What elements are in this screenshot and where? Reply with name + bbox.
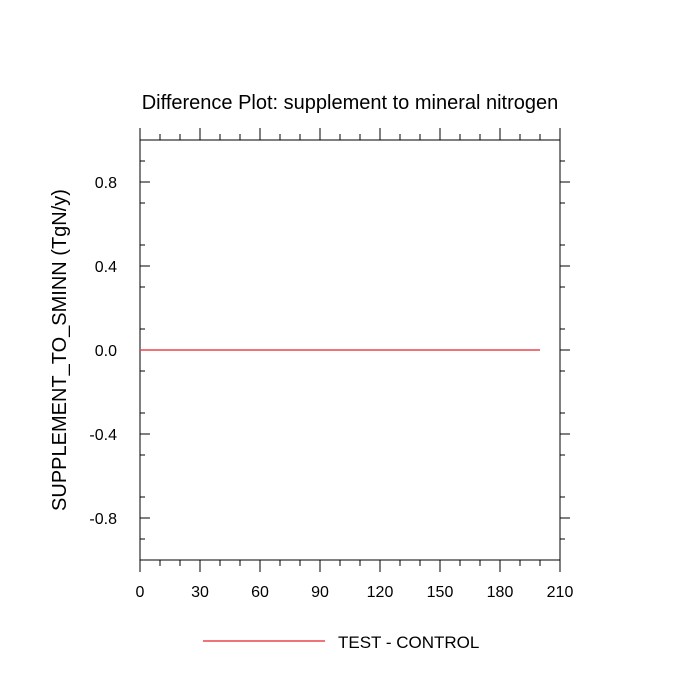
y-tick-label: 0.4 (95, 259, 117, 276)
legend-label-test-control: TEST - CONTROL (338, 633, 479, 652)
y-axis-label: SUPPLEMENT_TO_SMINN (TgN/y) (49, 189, 71, 511)
x-tick-label: 30 (191, 584, 209, 601)
tick-labels: 0 30 60 90 120 150 180 210 0.8 0.4 0.0 -0.4 -0.8 (89, 175, 573, 601)
x-tick-label: 60 (251, 584, 269, 601)
legend: TEST - CONTROL (203, 633, 479, 652)
y-tick-label: 0.8 (95, 175, 117, 192)
y-tick-label: 0.0 (95, 343, 117, 360)
y-tick-label: -0.4 (89, 427, 117, 444)
y-tick-label: -0.8 (89, 511, 117, 528)
chart-title: Difference Plot: supplement to mineral n… (142, 92, 559, 114)
x-tick-label: 180 (487, 584, 514, 601)
x-tick-label: 210 (547, 584, 574, 601)
x-tick-label: 150 (427, 584, 454, 601)
axis-ticks (139, 128, 570, 572)
x-tick-label: 0 (136, 584, 145, 601)
x-tick-label: 120 (367, 584, 394, 601)
x-tick-label: 90 (311, 584, 329, 601)
